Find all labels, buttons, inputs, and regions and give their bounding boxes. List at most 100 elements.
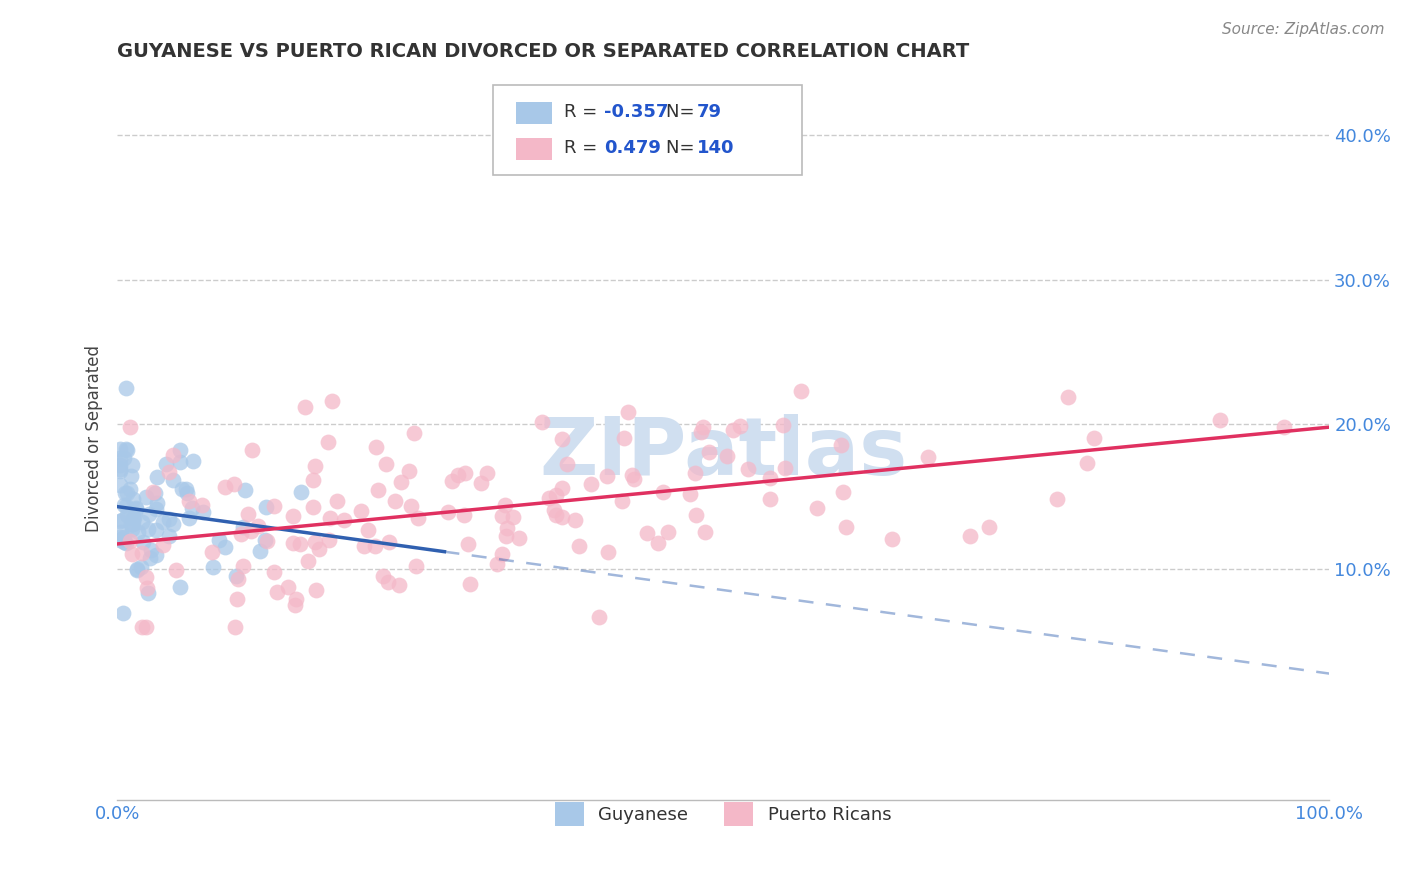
Point: [806, 500, 828, 515]
Point: [325, 493, 347, 508]
Text: 0.479: 0.479: [605, 139, 661, 157]
Point: [723, 423, 745, 437]
Point: [120, 517, 142, 532]
Point: [263, 499, 285, 513]
Point: [612, 494, 634, 508]
Point: [1083, 432, 1105, 446]
Point: [283, 536, 305, 550]
Point: [177, 511, 200, 525]
Point: [389, 475, 412, 490]
Point: [152, 538, 174, 552]
Point: [121, 516, 143, 531]
Point: [232, 558, 254, 573]
Point: [169, 442, 191, 457]
Point: [437, 505, 460, 519]
Point: [564, 513, 586, 527]
Point: [111, 606, 134, 620]
Point: [832, 484, 855, 499]
Point: [537, 491, 560, 505]
Point: [494, 498, 516, 512]
Point: [651, 485, 673, 500]
Point: [305, 582, 328, 597]
Point: [350, 504, 373, 518]
Point: [543, 503, 565, 517]
Point: [406, 510, 429, 524]
Point: [657, 524, 679, 539]
Point: [165, 562, 187, 576]
Point: [277, 580, 299, 594]
Point: [1272, 420, 1295, 434]
Point: [284, 599, 307, 613]
Point: [647, 535, 669, 549]
Point: [588, 610, 610, 624]
Point: [115, 499, 138, 513]
Point: [131, 515, 153, 529]
Point: [485, 557, 508, 571]
Point: [371, 569, 394, 583]
Point: [191, 498, 214, 512]
Point: [384, 493, 406, 508]
Point: [1057, 390, 1080, 404]
Point: [685, 508, 707, 523]
Point: [112, 498, 135, 512]
Text: R =: R =: [564, 139, 609, 157]
Point: [367, 483, 389, 498]
FancyBboxPatch shape: [494, 85, 801, 175]
Point: [683, 466, 706, 480]
Point: [531, 415, 554, 429]
Point: [495, 521, 517, 535]
Point: [598, 544, 620, 558]
Point: [377, 574, 399, 589]
Point: [716, 449, 738, 463]
Point: [690, 425, 713, 440]
Text: N=: N=: [666, 139, 700, 157]
Point: [399, 499, 422, 513]
Point: [301, 473, 323, 487]
Point: [263, 566, 285, 580]
Point: [491, 547, 513, 561]
Point: [318, 510, 340, 524]
Text: Source: ZipAtlas.com: Source: ZipAtlas.com: [1222, 22, 1385, 37]
Point: [108, 464, 131, 478]
Text: -0.357: -0.357: [605, 103, 669, 121]
Point: [229, 527, 252, 541]
Point: [441, 475, 464, 489]
Point: [233, 483, 256, 497]
Point: [181, 501, 204, 516]
Point: [226, 572, 249, 586]
Point: [1076, 456, 1098, 470]
Point: [146, 496, 169, 510]
Point: [112, 535, 135, 549]
Point: [136, 586, 159, 600]
Text: 79: 79: [696, 103, 721, 121]
Point: [236, 507, 259, 521]
Point: [125, 501, 148, 516]
Point: [697, 444, 720, 458]
Point: [544, 488, 567, 502]
Point: [364, 539, 387, 553]
Point: [135, 490, 157, 504]
Point: [378, 534, 401, 549]
FancyBboxPatch shape: [516, 103, 553, 124]
Point: [112, 530, 135, 544]
Point: [254, 533, 277, 547]
Point: [121, 522, 143, 536]
Text: 140: 140: [696, 139, 734, 157]
Point: [290, 484, 312, 499]
Point: [458, 577, 481, 591]
Legend: Guyanese, Puerto Ricans: Guyanese, Puerto Ricans: [546, 793, 900, 835]
Point: [122, 491, 145, 506]
Point: [357, 523, 380, 537]
Point: [297, 554, 319, 568]
Point: [502, 509, 524, 524]
Point: [225, 568, 247, 582]
Point: [477, 466, 499, 480]
Point: [977, 520, 1000, 534]
Point: [122, 511, 145, 525]
Point: [157, 529, 180, 543]
Point: [453, 508, 475, 523]
Point: [447, 468, 470, 483]
Point: [374, 457, 396, 471]
Point: [135, 620, 157, 634]
Point: [621, 467, 644, 482]
